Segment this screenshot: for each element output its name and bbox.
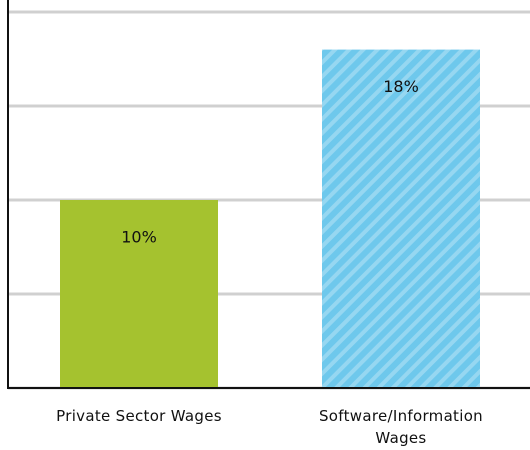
data-label: 10% [121, 228, 157, 247]
data-label: 18% [383, 77, 419, 96]
x-tick-label: Private Sector Wages [56, 407, 222, 425]
x-tick-label: Software/Information Wages [318, 407, 483, 447]
bar-hatch [322, 49, 480, 388]
bar [60, 200, 218, 388]
